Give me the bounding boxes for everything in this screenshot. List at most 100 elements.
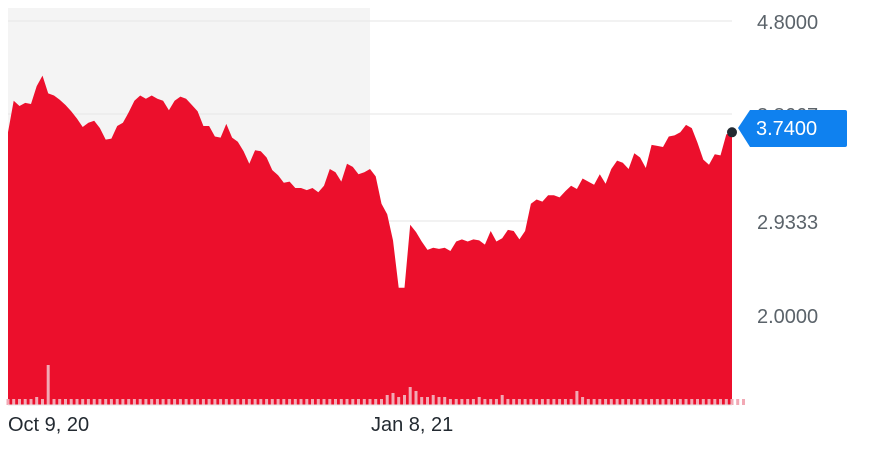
volume-bar — [29, 399, 33, 405]
volume-bar — [288, 399, 292, 405]
volume-bar — [167, 399, 171, 405]
volume-bar — [690, 399, 694, 405]
volume-bar — [253, 399, 257, 405]
volume-bar — [184, 399, 188, 405]
volume-bar — [460, 399, 464, 405]
volume-bar — [408, 387, 412, 405]
volume-bar — [115, 399, 119, 405]
volume-bar — [540, 399, 544, 405]
volume-bar — [506, 399, 510, 405]
volume-bar — [35, 397, 39, 405]
current-price-label: 3.7400 — [756, 118, 817, 140]
volume-bar — [311, 399, 314, 405]
volume-bar — [265, 399, 269, 405]
volume-bar — [64, 399, 67, 405]
volume-bar — [374, 399, 378, 405]
volume-bar — [213, 399, 217, 405]
volume-bar — [207, 399, 211, 405]
volume-bar — [426, 397, 429, 405]
volume-bar — [242, 399, 246, 405]
volume-bar — [638, 399, 642, 405]
volume-bar — [724, 399, 728, 405]
volume-bar — [535, 399, 539, 405]
volume-bar — [46, 365, 50, 405]
volume-bar — [489, 399, 493, 405]
volume-bar — [339, 399, 343, 405]
volume-bar — [86, 399, 90, 405]
volume-bar — [471, 399, 475, 405]
volume-bar — [357, 399, 360, 405]
volume-bar — [270, 399, 274, 405]
volume-bar — [558, 399, 562, 405]
volume-bar — [127, 399, 131, 405]
volume-bar — [293, 399, 297, 405]
price-area — [8, 75, 732, 405]
volume-bar — [523, 399, 527, 405]
volume-bar — [92, 399, 96, 405]
volume-bar — [196, 399, 200, 405]
volume-bar — [109, 399, 113, 405]
volume-bar — [58, 399, 62, 405]
volume-bar — [563, 399, 567, 405]
volume-bar — [448, 399, 452, 405]
volume-bar — [483, 399, 487, 405]
volume-bar — [609, 399, 613, 405]
volume-bar — [696, 399, 699, 405]
volume-bar — [345, 399, 349, 405]
volume-bar — [621, 399, 625, 405]
volume-bar — [230, 399, 234, 405]
volume-bar — [362, 399, 366, 405]
volume-bar — [52, 399, 56, 405]
volume-bar — [512, 399, 516, 405]
volume-bar — [437, 397, 441, 405]
volume-bar — [684, 399, 688, 405]
volume-bar — [431, 395, 435, 405]
volume-bar — [615, 399, 619, 405]
volume-bar — [414, 391, 418, 405]
volume-bar — [299, 399, 303, 405]
y-tick-label-3: 2.9333 — [757, 212, 818, 234]
volume-bar — [41, 399, 44, 405]
volume-bar — [276, 399, 280, 405]
volume-bar — [569, 399, 573, 405]
volume-bar — [236, 399, 240, 405]
volume-bar — [500, 395, 504, 405]
volume-bar — [305, 399, 309, 405]
volume-bar — [546, 399, 550, 405]
volume-bar — [454, 399, 458, 405]
volume-bar — [201, 399, 205, 405]
volume-bar — [155, 399, 159, 405]
volume-bar — [224, 399, 228, 405]
volume-bar — [247, 399, 251, 405]
volume-bar — [586, 399, 590, 405]
volume-bar — [604, 399, 608, 405]
volume-bar — [173, 399, 177, 405]
volume-bar — [661, 399, 665, 405]
volume-bar — [81, 399, 85, 405]
volume-bar — [161, 399, 165, 405]
volume-bar — [380, 399, 383, 405]
volume-bar — [75, 399, 79, 405]
volume-bar — [104, 399, 108, 405]
last-price-marker — [727, 127, 737, 138]
volume-bar — [190, 399, 194, 405]
current-price-badge[interactable]: 3.7400 — [738, 110, 847, 147]
volume-bar — [322, 399, 326, 405]
volume-bar — [144, 399, 148, 405]
volume-bar — [316, 399, 320, 405]
volume-bar — [575, 391, 579, 405]
volume-bar — [121, 399, 125, 405]
volume-bar — [420, 397, 424, 405]
volume-bar — [736, 399, 740, 405]
volume-bar — [494, 399, 498, 405]
volume-bar — [18, 399, 21, 405]
volume-bar — [650, 399, 654, 405]
volume-bar — [6, 399, 10, 405]
volume-bar — [730, 399, 734, 405]
volume-bar — [644, 399, 648, 405]
volume-bar — [403, 395, 406, 405]
volume-bar — [351, 399, 355, 405]
volume-bar — [368, 399, 372, 405]
volume-bar — [397, 397, 401, 405]
